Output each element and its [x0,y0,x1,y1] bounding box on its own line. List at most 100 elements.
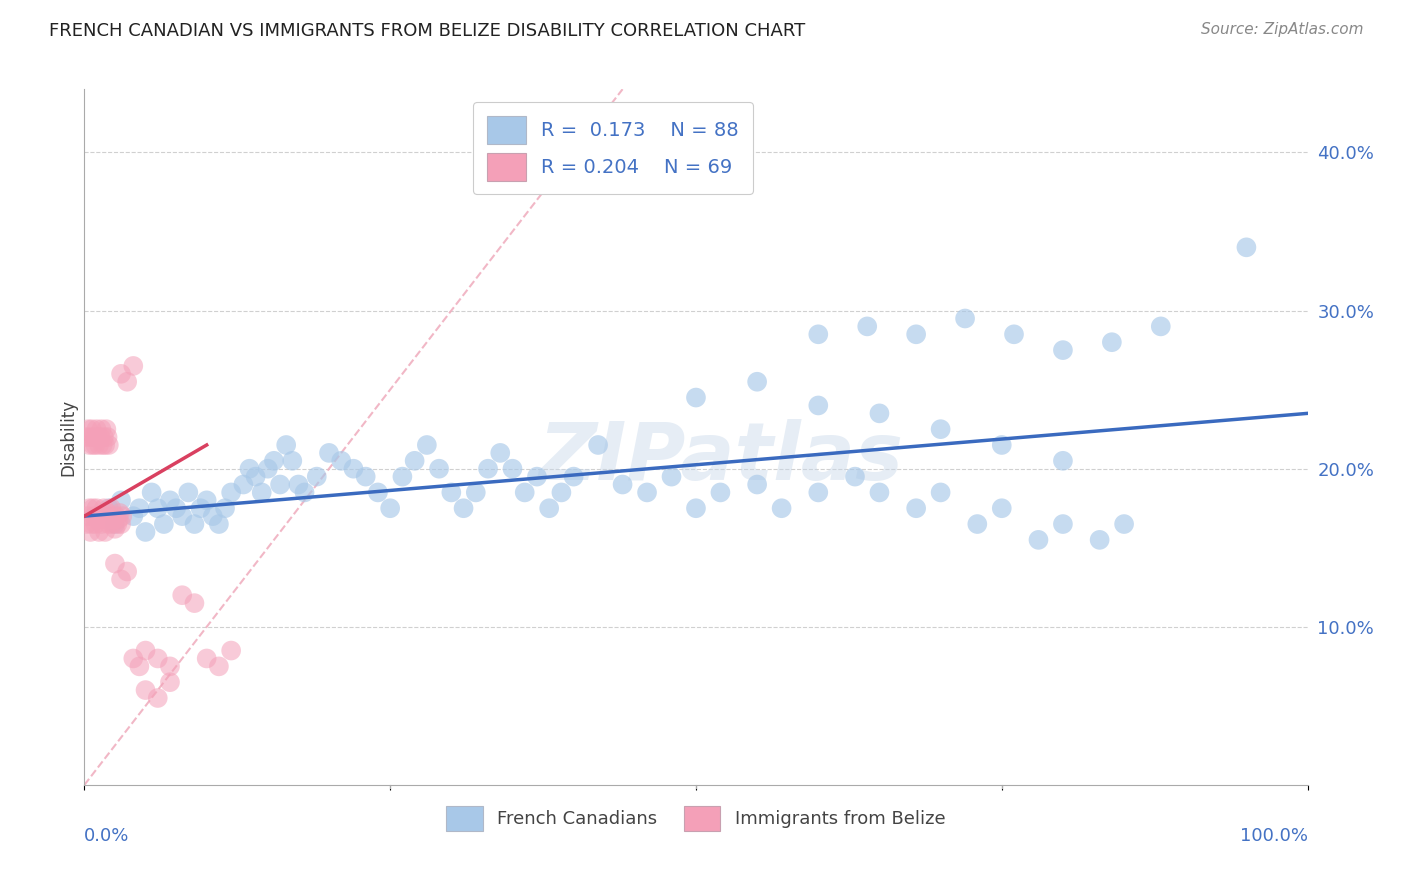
Point [612,477,634,491]
Point [416,438,439,452]
Point [97,506,120,520]
Point [391,469,413,483]
Point [122,651,145,665]
Point [929,485,952,500]
Point [250,485,273,500]
Point [550,485,572,500]
Point [101,516,124,531]
Point [269,477,291,491]
Point [183,516,205,531]
Point [159,493,181,508]
Point [83,509,105,524]
Point [87,430,110,444]
Point [122,359,145,373]
Point [453,501,475,516]
Point [869,485,891,500]
Point [1052,516,1074,531]
Point [367,485,389,500]
Point [1088,533,1111,547]
Point [1002,327,1025,342]
Point [287,477,309,491]
Point [214,501,236,516]
Point [502,461,524,475]
Point [97,430,120,444]
Point [354,469,377,483]
Point [91,438,114,452]
Point [80,516,103,531]
Point [208,516,231,531]
Point [440,485,463,500]
Point [89,509,111,524]
Point [281,454,304,468]
Point [172,588,194,602]
Text: 0.0%: 0.0% [84,827,129,845]
Point [79,524,101,539]
Point [159,675,181,690]
Point [1052,454,1074,468]
Point [128,659,150,673]
Point [105,509,128,524]
Point [195,651,218,665]
Point [98,509,121,524]
Point [489,446,512,460]
Point [807,327,830,342]
Point [97,438,120,452]
Point [110,493,132,508]
Text: 100.0%: 100.0% [1240,827,1308,845]
Point [294,485,316,500]
Point [135,524,157,539]
Point [464,485,486,500]
Point [477,461,499,475]
Point [219,643,242,657]
Point [966,516,988,531]
Y-axis label: Disability: Disability [59,399,77,475]
Point [111,509,134,524]
Point [93,501,115,516]
Point [190,501,212,516]
Point [709,485,731,500]
Point [238,461,260,475]
Point [96,512,118,526]
Point [146,651,169,665]
Point [86,501,108,516]
Point [245,469,267,483]
Point [953,311,976,326]
Point [1236,240,1258,254]
Point [82,501,104,516]
Point [263,454,285,468]
Point [844,469,866,483]
Point [159,659,181,673]
Point [636,485,658,500]
Point [172,509,194,524]
Point [96,422,118,436]
Legend: French Canadians, Immigrants from Belize: French Canadians, Immigrants from Belize [439,798,953,838]
Point [135,683,157,698]
Point [183,596,205,610]
Point [905,501,928,516]
Point [807,399,830,413]
Point [79,430,101,444]
Point [84,516,107,531]
Point [770,501,793,516]
Point [104,516,127,531]
Point [305,469,328,483]
Point [201,509,224,524]
Text: Source: ZipAtlas.com: Source: ZipAtlas.com [1201,22,1364,37]
Text: FRENCH CANADIAN VS IMMIGRANTS FROM BELIZE DISABILITY CORRELATION CHART: FRENCH CANADIAN VS IMMIGRANTS FROM BELIZ… [49,22,806,40]
Point [869,406,891,420]
Point [115,375,138,389]
Point [110,573,132,587]
Point [856,319,879,334]
Point [685,391,707,405]
Point [562,469,585,483]
Point [318,446,340,460]
Point [104,557,127,571]
Point [342,461,364,475]
Point [195,493,218,508]
Point [526,469,548,483]
Point [82,438,104,452]
Point [76,516,98,531]
Point [77,422,100,436]
Point [77,509,100,524]
Point [110,367,132,381]
